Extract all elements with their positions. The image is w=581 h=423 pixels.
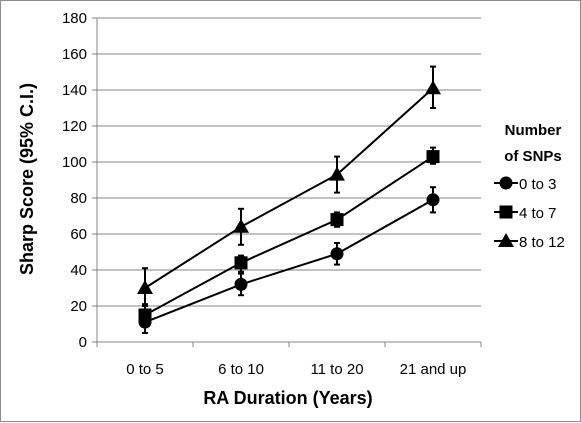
series-line <box>144 87 434 289</box>
legend-label: 8 to 12 <box>519 234 565 251</box>
series-square <box>138 146 440 327</box>
legend-label: 0 to 3 <box>519 176 557 193</box>
y-tick-label: 80 <box>70 190 87 207</box>
legend-marker <box>499 176 513 190</box>
y-tick-label: 100 <box>62 154 87 171</box>
data-point <box>330 247 344 261</box>
axes <box>92 17 482 347</box>
legend-label: 4 to 7 <box>519 205 557 222</box>
series-triangle <box>137 65 441 307</box>
series <box>137 65 441 334</box>
y-tick-labels: 0 20 40 60 80 100 120 140 160 180 <box>62 10 87 351</box>
legend-title-line-1: Number <box>505 122 562 139</box>
data-point <box>137 280 153 294</box>
legend-entry: 8 to 12 <box>494 233 565 251</box>
y-tick-label: 40 <box>70 262 87 279</box>
y-tick-label: 140 <box>62 82 87 99</box>
y-tick-label: 160 <box>62 46 87 63</box>
x-tick-label: 11 to 20 <box>310 361 363 378</box>
y-tick-label: 20 <box>70 298 87 315</box>
data-point <box>425 80 441 95</box>
data-point <box>234 256 248 270</box>
y-axis-title: Sharp Score (95% C.I.) <box>17 83 37 275</box>
y-tick-label: 180 <box>62 10 87 27</box>
legend: Number of SNPs 0 to 3 4 to 7 8 to 12 <box>494 122 565 251</box>
x-tick-label: 0 to 5 <box>126 361 164 378</box>
data-point <box>233 218 249 233</box>
y-tick-label: 60 <box>70 226 87 243</box>
data-point <box>329 166 345 181</box>
data-point <box>426 193 440 207</box>
data-point <box>330 213 344 227</box>
y-tick-label: 0 <box>79 334 87 351</box>
x-axis-title: RA Duration (Years) <box>203 388 372 408</box>
legend-entry: 4 to 7 <box>494 205 557 222</box>
legend-marker <box>499 205 513 219</box>
series-circle <box>138 186 440 334</box>
x-tick-labels: 0 to 5 6 to 10 11 to 20 21 and up <box>126 361 466 378</box>
y-tick-label: 120 <box>62 118 87 135</box>
series-line <box>144 198 434 324</box>
x-tick-label: 21 and up <box>400 361 467 378</box>
gridlines <box>97 17 481 307</box>
legend-title-line-2: of SNPs <box>504 148 562 165</box>
data-point <box>138 308 152 322</box>
data-point <box>234 277 248 291</box>
legend-entry: 0 to 3 <box>494 176 557 193</box>
x-tick-label: 6 to 10 <box>218 361 264 378</box>
legend-marker <box>498 233 514 247</box>
data-point <box>426 150 440 164</box>
series-line <box>144 155 434 316</box>
